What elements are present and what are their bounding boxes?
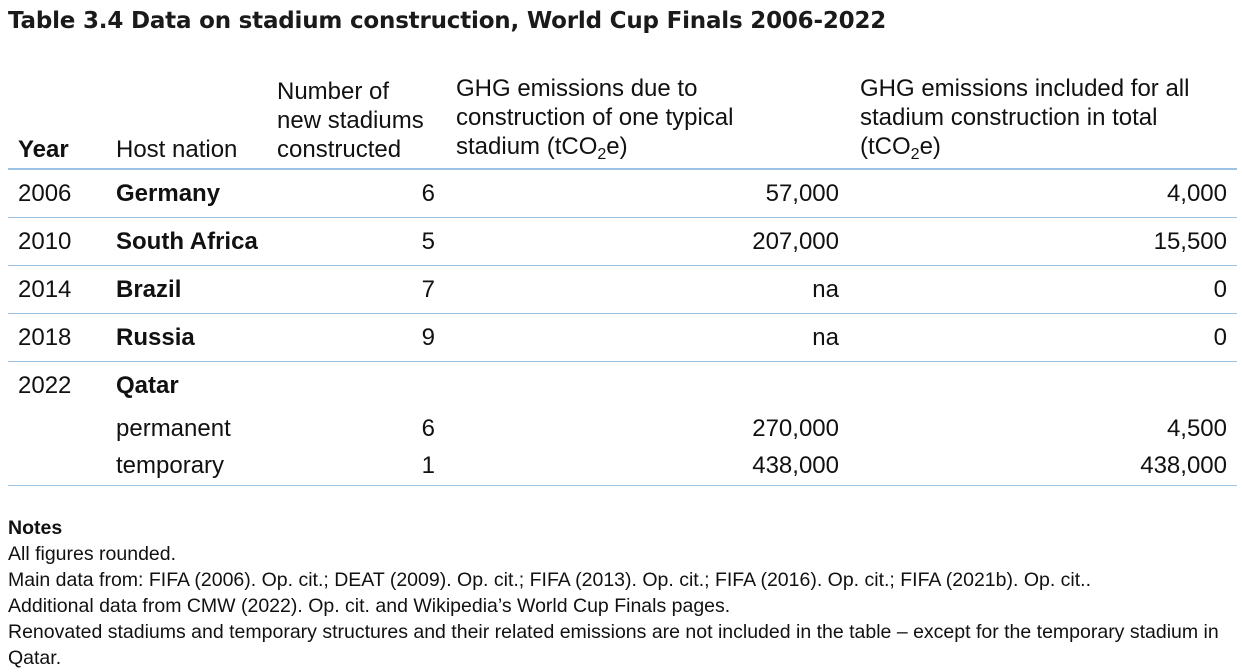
cell-year: 2022: [18, 372, 72, 399]
cell-host-nation: Qatar: [116, 372, 179, 399]
header-host-nation: Host nation: [116, 136, 238, 163]
header-num-line3: constructed: [277, 136, 402, 163]
cell-ghg-one: na: [812, 275, 839, 303]
header-num-line2: new stadiums: [277, 107, 424, 134]
cell-ghg-total: 15,500: [1153, 227, 1227, 255]
cell-ghg-one: na: [812, 323, 839, 351]
table-number: Table 3.4: [8, 8, 124, 34]
table-row: 2018 Russia 9 na 0: [8, 314, 1237, 362]
cell-ghg-total: 0: [1213, 275, 1227, 303]
table-header: Year Host nation Number of new stadiums …: [8, 75, 1237, 170]
cell-year: 2018: [18, 323, 72, 351]
note-line: Main data from: FIFA (2006). Op. cit.; D…: [8, 569, 1092, 591]
table-subrow: permanent 6 270,000 4,500: [8, 410, 1237, 447]
table-row: 2006 Germany 6 57,000 4,000: [8, 170, 1237, 218]
cell-ghg-one: 207,000: [752, 227, 839, 255]
header-ghg1-line3: stadium (tCO2e): [456, 133, 628, 163]
cell-number: 1: [421, 452, 435, 479]
cell-host-nation: Russia: [116, 323, 195, 351]
cell-ghg-one: 438,000: [752, 452, 839, 479]
table-subrow: temporary 1 438,000 438,000: [8, 447, 1237, 486]
cell-number: 6: [421, 179, 435, 207]
table-caption: Data on stadium construction, World Cup …: [130, 8, 887, 34]
stadium-table: Year Host nation Number of new stadiums …: [8, 75, 1237, 486]
cell-ghg-one: 57,000: [765, 179, 839, 207]
note-line: All figures rounded.: [8, 543, 177, 565]
table-row: 2014 Brazil 7 na 0: [8, 266, 1237, 314]
notes-section: Notes All figures rounded. Main data fro…: [8, 515, 1237, 671]
cell-number: 9: [421, 323, 435, 351]
cell-host-nation: Brazil: [116, 275, 182, 303]
table-row-qatar: 2022 Qatar: [8, 362, 1237, 410]
header-ghg2-line1: GHG emissions included for all: [860, 75, 1190, 102]
table-row: 2010 South Africa 5 207,000 15,500: [8, 218, 1237, 266]
header-ghg1-line2: construction of one typical: [456, 104, 734, 131]
cell-ghg-total: 0: [1213, 323, 1227, 351]
header-ghg-total: GHG emissions included for all stadium c…: [860, 74, 1189, 164]
cell-year: 2010: [18, 227, 72, 255]
cell-ghg-total: 4,000: [1166, 179, 1227, 207]
header-ghg2-line2: stadium construction in total: [860, 104, 1158, 131]
header-ghg1-line1: GHG emissions due to: [456, 75, 698, 102]
cell-year: 2006: [18, 179, 72, 207]
header-num-line1: Number of: [277, 78, 390, 105]
cell-ghg-total: 4,500: [1166, 414, 1227, 442]
cell-stadium-type: permanent: [116, 414, 231, 442]
cell-year: 2014: [18, 275, 72, 303]
note-line: Renovated stadiums and temporary structu…: [8, 621, 1219, 669]
cell-ghg-one: 270,000: [752, 414, 839, 442]
header-ghg2-line3: (tCO2e): [860, 133, 941, 163]
cell-stadium-type: temporary: [116, 452, 225, 479]
cell-number: 6: [421, 414, 435, 442]
notes-heading: Notes: [8, 517, 63, 539]
header-number-of-stadiums: Number of new stadiums constructed: [277, 77, 424, 164]
cell-ghg-total: 438,000: [1140, 452, 1227, 479]
note-line: Additional data from CMW (2022). Op. cit…: [8, 595, 731, 617]
cell-host-nation: South Africa: [116, 227, 258, 255]
header-year: Year: [18, 136, 69, 163]
table-title: Table 3.4 Data on stadium construction, …: [8, 8, 886, 34]
cell-number: 7: [421, 275, 435, 303]
header-ghg-one-stadium: GHG emissions due to construction of one…: [456, 74, 734, 164]
cell-number: 5: [421, 227, 435, 255]
cell-host-nation: Germany: [116, 179, 221, 207]
